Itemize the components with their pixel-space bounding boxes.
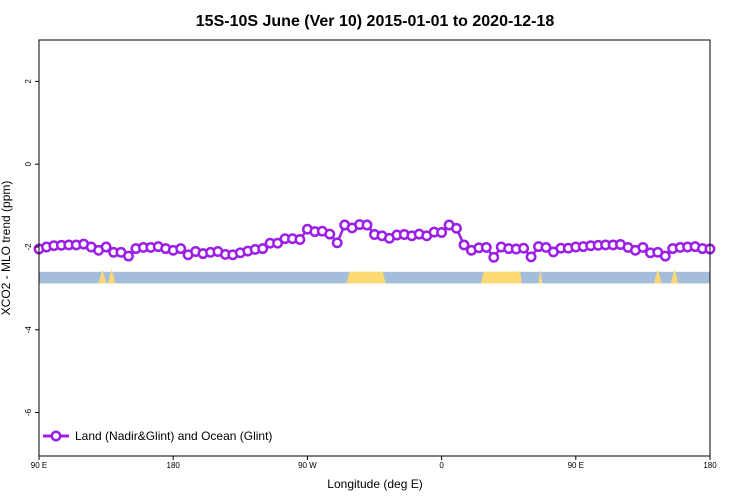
data-point	[324, 228, 336, 240]
data-point	[175, 243, 187, 255]
data-point	[540, 241, 552, 253]
data-point	[488, 251, 500, 263]
data-point	[294, 234, 306, 245]
land-bump	[654, 268, 662, 284]
land-segment	[346, 271, 386, 284]
data-point	[361, 219, 373, 231]
y-tick-label: -2	[24, 243, 33, 251]
data-point	[123, 250, 134, 262]
x-tick-label: 90 W	[298, 461, 317, 470]
x-tick-label: 90 E	[31, 461, 47, 470]
y-tick-label: -4	[24, 326, 33, 334]
y-tick-label: 0	[24, 161, 33, 166]
y-tick-label: -6	[24, 408, 33, 416]
x-tick-label: 0	[439, 461, 444, 470]
y-tick-label: 2	[24, 79, 33, 84]
plot-frame	[38, 39, 711, 457]
data-point	[518, 242, 530, 254]
surface-strip	[39, 268, 710, 284]
data-point	[331, 237, 343, 249]
legend-marker	[50, 430, 62, 442]
data-point	[525, 251, 537, 263]
data-point	[436, 227, 448, 238]
x-tick-label: 90 E	[568, 461, 584, 470]
data-point	[257, 243, 269, 255]
legend: Land (Nadir&Glint) and Ocean (Glint)	[43, 429, 272, 443]
y-axis-label: XCO2 - MLO trend (ppm)	[0, 181, 13, 316]
data-point	[659, 250, 671, 262]
land-bump	[670, 268, 679, 284]
data-point	[451, 222, 462, 234]
y-axis: 2 0 -2 -4 -6	[24, 79, 39, 416]
chart-title: 15S-10S June (Ver 10) 2015-01-01 to 2020…	[196, 13, 555, 30]
x-axis: 90 E 180 90 W 0 90 E 180	[31, 456, 717, 470]
data-point	[272, 237, 284, 249]
data-point	[100, 241, 112, 253]
data-point	[637, 241, 649, 253]
x-tick-label: 180	[703, 461, 717, 470]
x-tick-label: 180	[167, 461, 181, 470]
land-segment	[480, 271, 522, 284]
land-bump	[107, 268, 116, 284]
land-bump	[538, 268, 543, 284]
x-axis-label: Longitude (deg E)	[327, 477, 422, 491]
land-bump	[98, 268, 107, 284]
data-point	[480, 241, 492, 253]
series-layer	[33, 219, 716, 263]
data-point	[458, 239, 470, 251]
legend-label: Land (Nadir&Glint) and Ocean (Glint)	[75, 429, 272, 443]
land-bump	[518, 268, 522, 284]
